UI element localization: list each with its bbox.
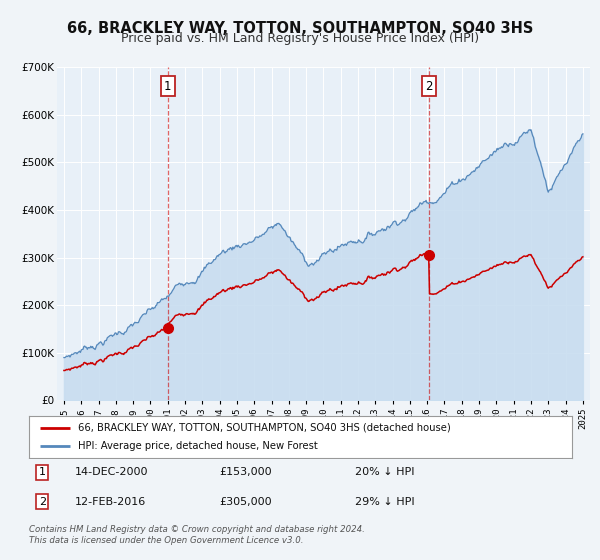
Text: £305,000: £305,000 <box>219 497 271 507</box>
Text: 20% ↓ HPI: 20% ↓ HPI <box>355 467 414 477</box>
Text: 14-DEC-2000: 14-DEC-2000 <box>75 467 148 477</box>
Text: 1: 1 <box>164 80 172 93</box>
Text: This data is licensed under the Open Government Licence v3.0.: This data is licensed under the Open Gov… <box>29 536 304 545</box>
Text: 2: 2 <box>39 497 46 507</box>
Text: Price paid vs. HM Land Registry's House Price Index (HPI): Price paid vs. HM Land Registry's House … <box>121 32 479 45</box>
Text: HPI: Average price, detached house, New Forest: HPI: Average price, detached house, New … <box>77 441 317 451</box>
Text: 2: 2 <box>425 80 433 93</box>
Text: £153,000: £153,000 <box>219 467 271 477</box>
Text: 29% ↓ HPI: 29% ↓ HPI <box>355 497 414 507</box>
Text: 12-FEB-2016: 12-FEB-2016 <box>75 497 146 507</box>
Text: Contains HM Land Registry data © Crown copyright and database right 2024.: Contains HM Land Registry data © Crown c… <box>29 525 365 534</box>
Text: 66, BRACKLEY WAY, TOTTON, SOUTHAMPTON, SO40 3HS (detached house): 66, BRACKLEY WAY, TOTTON, SOUTHAMPTON, S… <box>77 423 451 433</box>
Text: 66, BRACKLEY WAY, TOTTON, SOUTHAMPTON, SO40 3HS: 66, BRACKLEY WAY, TOTTON, SOUTHAMPTON, S… <box>67 21 533 36</box>
Text: 1: 1 <box>39 467 46 477</box>
